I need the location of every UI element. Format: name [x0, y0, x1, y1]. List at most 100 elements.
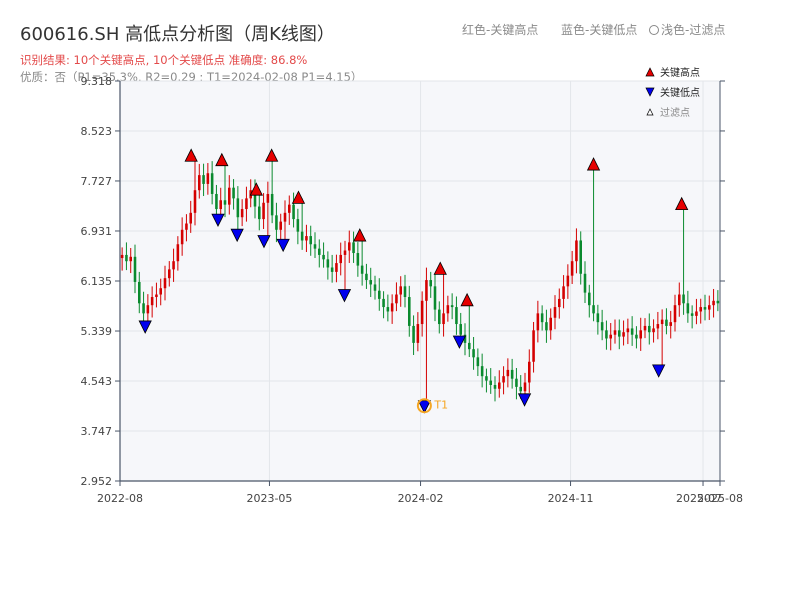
candle-body — [613, 330, 617, 335]
candle-body — [245, 198, 248, 210]
candle-body — [228, 187, 231, 205]
candle-body — [240, 209, 244, 218]
candle-body — [716, 300, 720, 304]
candle-body — [605, 330, 608, 339]
candle-body — [142, 303, 145, 314]
candle-body — [669, 322, 672, 326]
legend-low-text: 蓝色-关键低点 — [561, 23, 638, 37]
key-high-marker — [586, 157, 601, 171]
candle-body — [300, 231, 304, 241]
candle-body — [163, 278, 167, 289]
candle-body — [485, 376, 488, 381]
y-tick-label: 9.318 — [81, 75, 113, 88]
candle-body — [283, 212, 287, 222]
key-high-marker — [433, 261, 447, 275]
key-low-marker — [337, 289, 352, 303]
candle-body — [699, 307, 702, 312]
y-tick-label: 2.952 — [81, 475, 113, 488]
candle-body — [438, 309, 441, 325]
key-low-marker — [211, 213, 225, 228]
candle-body — [412, 325, 415, 343]
candle-body — [592, 305, 595, 314]
candle-body — [532, 330, 535, 362]
y-tick-label: 4.543 — [81, 375, 113, 388]
candle-body — [450, 305, 454, 308]
candle-body — [408, 297, 411, 326]
key-low-marker — [452, 335, 467, 349]
candle-body — [403, 286, 407, 298]
candle-body — [708, 305, 711, 310]
candle-body — [656, 324, 660, 329]
candle-body — [335, 263, 338, 272]
candle-body — [180, 229, 184, 245]
candle-body — [588, 292, 591, 306]
candle-body — [206, 173, 210, 184]
candle-body — [493, 384, 497, 389]
candle-body — [193, 190, 197, 213]
candle-body — [296, 219, 300, 232]
candle-body — [446, 305, 450, 314]
key-high-marker — [264, 148, 279, 162]
candle-body — [498, 382, 501, 389]
candle-body — [570, 261, 574, 276]
candle-body — [579, 240, 582, 274]
candle-body — [232, 187, 235, 199]
candle-body — [275, 215, 278, 230]
y-tick-label: 3.747 — [81, 425, 113, 438]
candle-body — [309, 236, 312, 245]
candle-body — [476, 357, 480, 367]
candle-body — [279, 221, 282, 230]
candle-body — [129, 256, 132, 262]
candle-body — [253, 190, 257, 207]
candle-body — [596, 313, 600, 323]
candle-body — [673, 305, 677, 323]
candle-body — [258, 206, 261, 220]
candle-body — [138, 281, 141, 304]
detection-summary: 识别结果: 10个关键高点, 10个关键低点 准确度: 86.8% — [20, 53, 308, 67]
legend-filtered-label: 浅色-过滤点 — [661, 23, 726, 37]
candle-body — [686, 303, 690, 314]
candle-body — [549, 317, 552, 331]
key-low-marker — [257, 235, 271, 249]
y-tick-label: 6.135 — [81, 275, 113, 288]
candle-body — [630, 328, 634, 335]
candle-body — [515, 378, 518, 387]
candle-body — [150, 297, 154, 306]
candle-body — [690, 313, 694, 316]
candles-layer — [120, 156, 720, 406]
candle-body — [566, 275, 570, 287]
axes-layer: 2.952 3.747 4.543 5.339 6.135 6.931 7.727 8.523… — [81, 75, 743, 505]
candle-body — [330, 267, 334, 272]
candle-body — [266, 193, 270, 203]
y-tick-label: 7.727 — [81, 175, 113, 188]
candle-body — [210, 173, 214, 194]
x-tick-label: 2024-02 — [398, 492, 444, 505]
candle-body — [420, 300, 424, 325]
candle-body — [292, 204, 295, 220]
candle-body — [343, 250, 347, 255]
candle-body — [553, 307, 557, 318]
candle-body — [489, 380, 492, 385]
candle-body — [348, 242, 351, 251]
candle-body — [523, 382, 527, 392]
x-tick-label: 2025-07 — [676, 492, 722, 505]
key-low-marker — [517, 393, 532, 407]
candle-body — [583, 273, 587, 293]
candle-body — [682, 294, 685, 304]
y-tick-label: 8.523 — [81, 125, 113, 138]
candle-body — [198, 175, 201, 191]
candle-body — [326, 259, 330, 268]
candle-body — [463, 334, 467, 343]
key-high-marker — [353, 228, 367, 242]
candle-body — [202, 175, 205, 184]
candle-body — [318, 248, 321, 255]
candle-body — [528, 361, 531, 383]
candle-body — [176, 244, 180, 262]
candle-body — [223, 200, 227, 205]
key-low-marker — [276, 238, 290, 253]
x-tick-label: 2025-08 — [697, 492, 743, 505]
key-high-marker — [184, 148, 198, 162]
candle-body — [120, 254, 124, 259]
legend-entry-label: 过滤点 — [660, 106, 690, 119]
